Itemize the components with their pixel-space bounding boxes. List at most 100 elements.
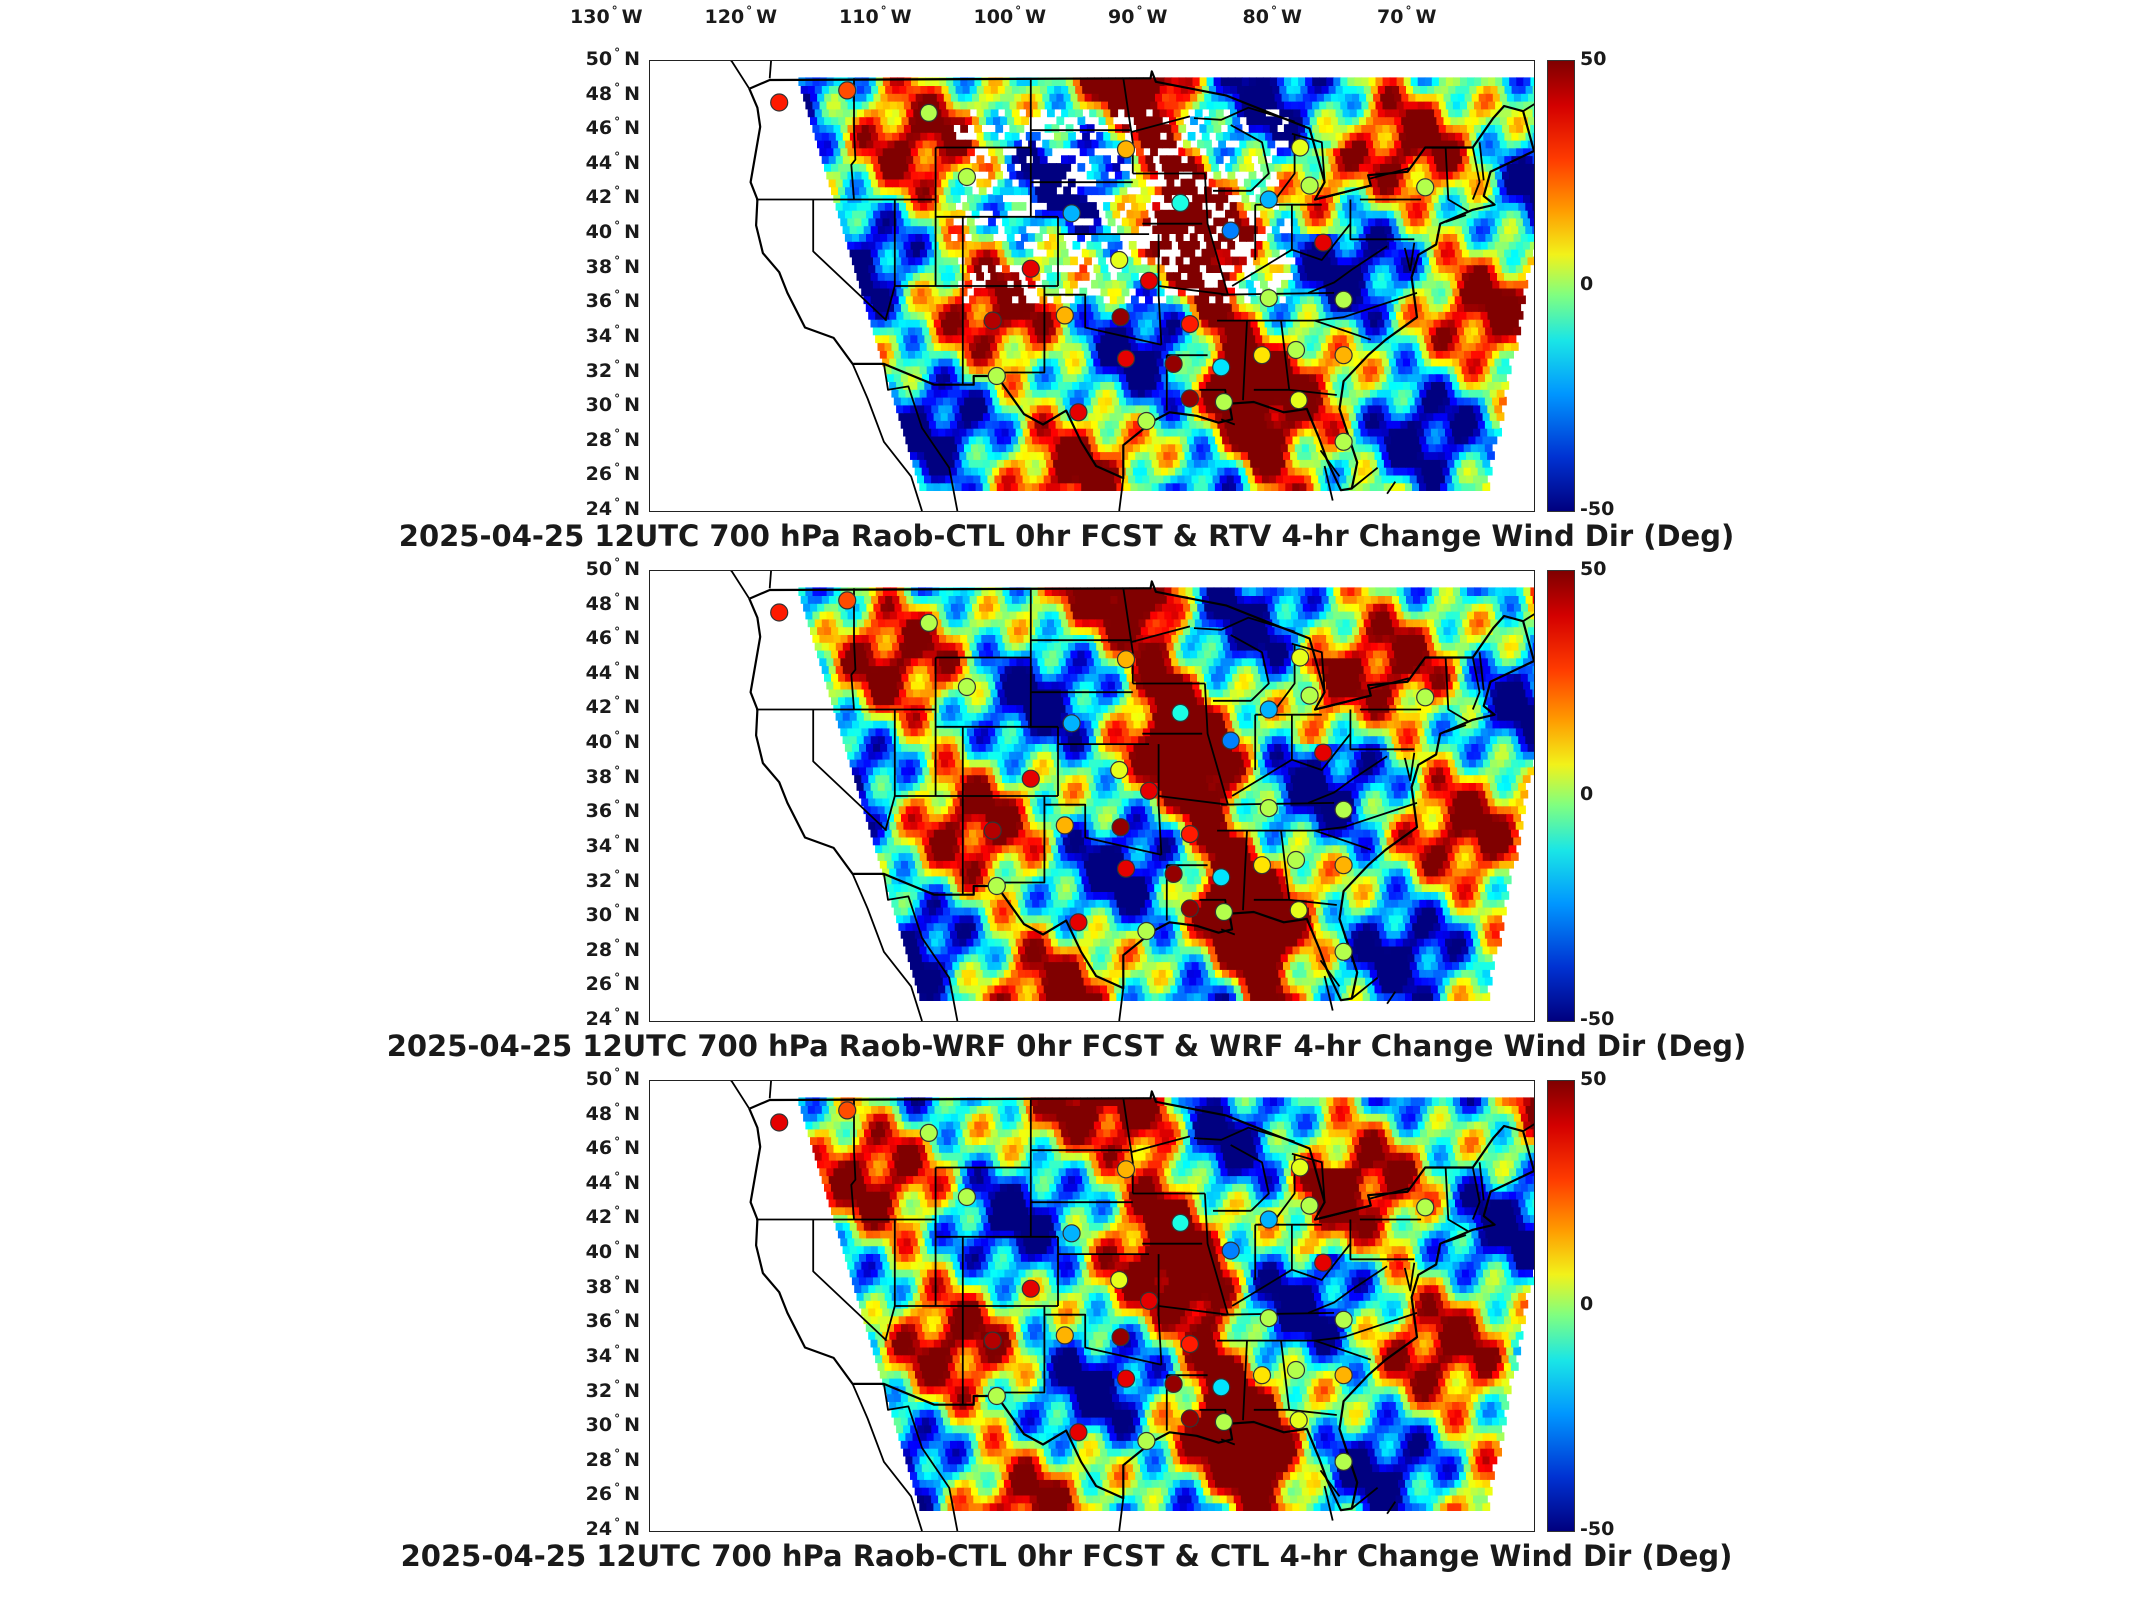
latitude-label: 42 ° N [565, 184, 640, 208]
raob-station-marker [1055, 306, 1074, 325]
state-boundary [1157, 234, 1163, 345]
raob-station-marker [1110, 760, 1129, 780]
latitude-hemisphere: N [624, 558, 640, 580]
degree-symbol: ° [614, 149, 621, 164]
raob-station-marker [1116, 1160, 1136, 1179]
raob-station-marker [1110, 250, 1129, 270]
raob-station-marker [1300, 1196, 1319, 1215]
state-boundary [1221, 292, 1335, 296]
raob-station-marker [1259, 190, 1278, 209]
state-boundary [1478, 652, 1485, 691]
raob-station-marker [1289, 1411, 1308, 1430]
raob-station-marker [1140, 271, 1159, 290]
state-boundary [768, 571, 772, 589]
state-boundary [1217, 292, 1418, 322]
latitude-hemisphere: N [624, 1008, 640, 1030]
latitude-degree: 36 [585, 290, 613, 313]
state-boundary [1307, 755, 1388, 804]
state-boundary [1444, 1167, 1470, 1233]
longitude-hemisphere: W [890, 6, 912, 28]
latitude-degree: 24 [585, 1518, 613, 1540]
state-boundary [1445, 1234, 1467, 1243]
raob-station-marker [838, 591, 857, 610]
state-boundary [1131, 115, 1191, 133]
colorbar-tick-max: 50 [1580, 558, 1607, 580]
state-boundary [1118, 987, 1125, 1021]
raob-station-marker [1171, 703, 1190, 722]
raob-stations [770, 591, 1435, 961]
state-boundary [1323, 1485, 1334, 1521]
state-boundary [1253, 830, 1291, 901]
state-boundary [1242, 320, 1248, 401]
latitude-label: 44 ° N [565, 1170, 640, 1194]
panel-title: 2025-04-25 12UTC 700 hPa Raob-CTL 0hr FC… [398, 519, 1735, 553]
map-svg [729, 571, 1534, 1021]
degree-symbol: ° [611, 4, 618, 18]
raob-station-marker [1290, 138, 1310, 157]
raob-station-marker [1314, 743, 1333, 762]
raob-station-marker [1171, 1213, 1190, 1232]
latitude-hemisphere: N [624, 973, 640, 996]
degree-symbol: ° [614, 1135, 621, 1150]
latitude-label: 46 ° N [565, 1135, 640, 1160]
latitude-hemisphere: N [624, 1379, 640, 1402]
raob-station-marker [919, 613, 938, 633]
degree-symbol: ° [614, 288, 621, 303]
latitude-hemisphere: N [624, 1448, 640, 1471]
state-boundary [1220, 1438, 1236, 1446]
latitude-degree: 28 [585, 428, 613, 451]
state-boundary [1221, 802, 1335, 806]
state-boundary [883, 873, 959, 1021]
longitude-hemisphere: W [1415, 6, 1437, 28]
raob-station-marker [1334, 346, 1353, 365]
latitude-hemisphere: N [624, 117, 640, 140]
state-boundary [1242, 830, 1248, 911]
raob-station-marker [1062, 714, 1081, 733]
latitude-label: 48 ° N [565, 591, 640, 615]
colorbar-tick-max: 50 [1580, 1068, 1607, 1090]
wind-dir-change-field [798, 77, 1534, 491]
latitude-label: 32 ° N [565, 1378, 640, 1402]
state-boundary [1122, 588, 1134, 684]
state-boundary [851, 1383, 923, 1531]
degree-symbol: ° [614, 1239, 621, 1254]
raob-station-marker [1334, 1452, 1353, 1471]
latitude-hemisphere: N [624, 151, 640, 174]
raob-station-marker [1110, 1270, 1129, 1290]
raob-station-marker [1164, 1374, 1183, 1393]
map-svg [729, 61, 1534, 511]
latitude-hemisphere: N [624, 394, 640, 417]
raob-station-marker [1021, 1279, 1040, 1298]
latitude-hemisphere: N [624, 1518, 640, 1540]
latitude-degree: 36 [585, 1310, 613, 1333]
latitude-hemisphere: N [624, 1137, 640, 1160]
raob-station-marker [1300, 176, 1319, 195]
map-frame [649, 1080, 1535, 1532]
raob-station-marker [1116, 140, 1136, 159]
state-boundary [1220, 928, 1236, 936]
raob-station-marker [1180, 389, 1200, 408]
state-boundary [1471, 147, 1481, 200]
degree-symbol: ° [614, 1100, 621, 1115]
state-boundary [884, 199, 896, 321]
state-boundary [1242, 1340, 1248, 1421]
latitude-hemisphere: N [624, 1068, 640, 1090]
raob-station-marker [838, 81, 857, 100]
latitude-degree: 34 [585, 834, 613, 857]
state-boundary [1444, 147, 1470, 213]
raob-station-marker [1334, 856, 1353, 875]
degree-symbol: ° [614, 1273, 621, 1288]
latitude-hemisphere: N [624, 1206, 640, 1229]
colorbar-tick-max: 50 [1580, 48, 1607, 70]
state-boundary [729, 571, 751, 600]
raob-station-marker [1140, 781, 1159, 800]
raob-station-marker [1221, 731, 1240, 750]
latitude-degree: 32 [585, 359, 613, 382]
state-boundary [1158, 1305, 1229, 1316]
raob-station-marker [1111, 308, 1130, 327]
state-boundary [1291, 642, 1326, 693]
state-boundary [1122, 78, 1134, 174]
longitude-label: 100 ° W [974, 4, 1047, 28]
latitude-label: 42 ° N [565, 1204, 640, 1229]
latitude-degree: 36 [585, 800, 613, 823]
